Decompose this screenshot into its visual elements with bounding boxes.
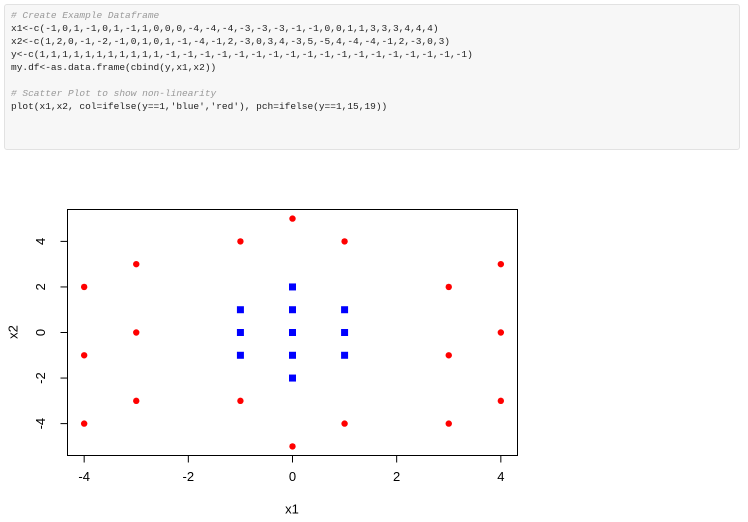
point xyxy=(289,215,296,222)
point xyxy=(80,352,88,359)
point xyxy=(497,397,505,405)
code-line: my.df<-as.data.frame(cbind(y,x1,x2)) xyxy=(11,62,217,73)
y-tick-label: 2 xyxy=(33,283,48,290)
y-tick-label: -2 xyxy=(33,372,48,384)
point xyxy=(237,238,244,245)
point xyxy=(236,329,244,336)
blank-line xyxy=(11,74,733,87)
point xyxy=(236,351,244,359)
x-tick-label: 0 xyxy=(289,469,296,484)
x-tick-label: 4 xyxy=(497,469,504,484)
point xyxy=(80,420,88,427)
x-tick-label: 2 xyxy=(393,469,400,484)
point xyxy=(341,351,349,359)
y-tick-label: 4 xyxy=(33,238,48,245)
point xyxy=(341,306,349,314)
point xyxy=(289,283,296,291)
point xyxy=(236,306,244,314)
point xyxy=(289,329,296,336)
point xyxy=(237,397,244,405)
point xyxy=(80,283,88,291)
point xyxy=(289,443,296,450)
point xyxy=(497,260,505,268)
point xyxy=(133,260,140,268)
point xyxy=(445,283,452,291)
code-line: plot(x1,x2, col=ifelse(y==1,'blue','red'… xyxy=(11,101,388,112)
point xyxy=(341,420,348,427)
point xyxy=(341,329,349,336)
chart: x1 x2 -4 -2 0 2 4 -4 -2 0 2 4 xyxy=(5,209,518,516)
point xyxy=(497,329,505,336)
code-block: # Create Example Dataframe x1<-c(-1,0,1,… xyxy=(4,4,740,150)
x-tick-label: -4 xyxy=(78,469,90,484)
code-line: # Create Example Dataframe xyxy=(11,10,160,21)
code-line: # Scatter Plot to show non-linearity xyxy=(11,88,217,99)
point xyxy=(289,351,296,359)
point xyxy=(445,352,452,359)
code-line: y<-c(1,1,1,1,1,1,1,1,1,1,1,-1,-1,-1,-1,-… xyxy=(11,49,473,60)
point xyxy=(341,238,348,245)
x-axis-label: x1 xyxy=(285,501,299,516)
code-line: x2<-c(1,2,0,-1,-2,-1,0,1,0,1,-1,-4,-1,2,… xyxy=(11,36,450,47)
y-tick-label: 0 xyxy=(33,329,48,336)
point xyxy=(133,397,140,405)
point xyxy=(133,329,140,336)
code-line: x1<-c(-1,0,1,-1,0,1,-1,1,0,0,0,-4,-4,-4,… xyxy=(11,23,439,34)
point xyxy=(445,420,452,427)
point xyxy=(289,374,296,382)
point xyxy=(289,306,296,314)
y-tick-label: -4 xyxy=(33,418,48,430)
y-axis-label: x2 xyxy=(5,325,20,339)
x-tick-label: -2 xyxy=(183,469,195,484)
